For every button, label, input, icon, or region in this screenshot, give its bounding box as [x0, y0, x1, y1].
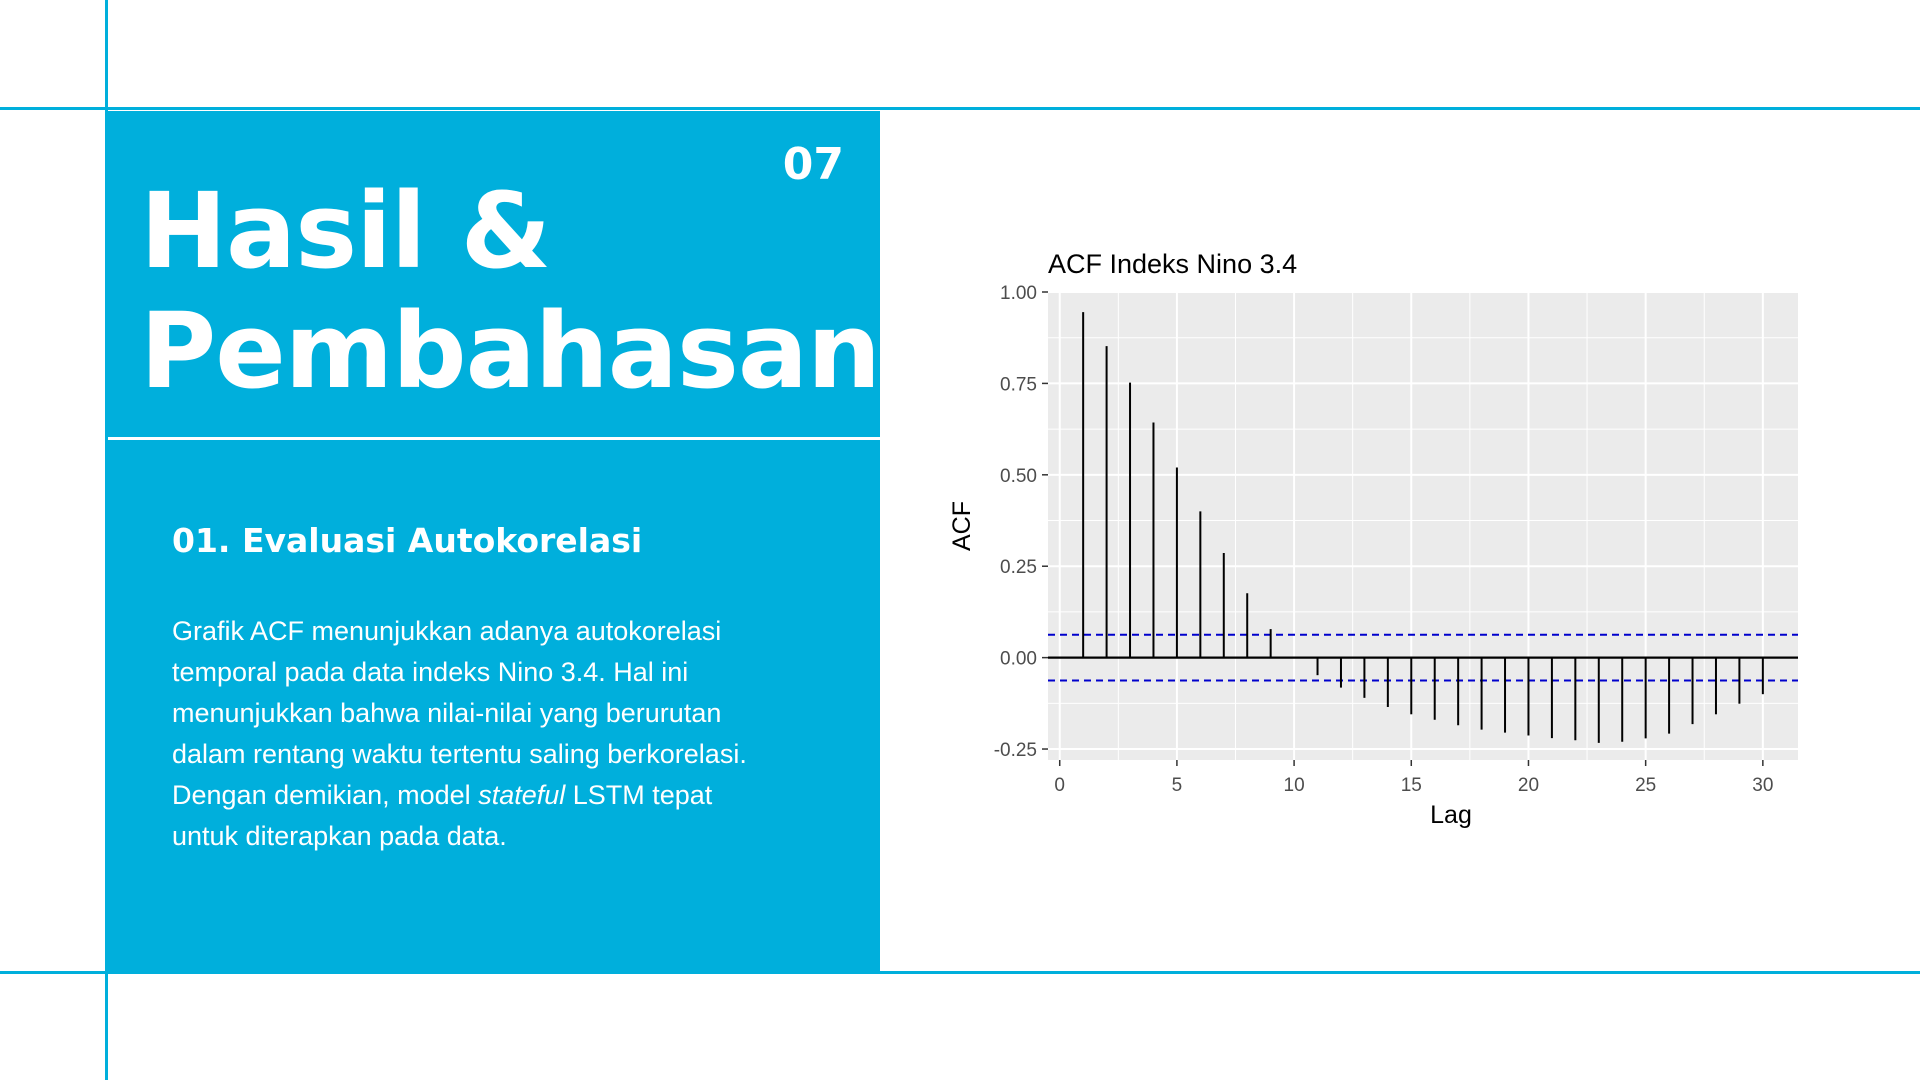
bottom-accent-line [0, 971, 1920, 974]
slide-title: Hasil & Pembahasan [140, 170, 881, 412]
x-tick-label: 0 [1054, 775, 1065, 796]
section-body: Grafik ACF menunjukkan adanya autokorela… [172, 611, 772, 857]
y-tick-label: -0.25 [994, 740, 1037, 761]
y-tick-label: 0.00 [1000, 649, 1037, 670]
x-tick-label: 15 [1401, 775, 1422, 796]
section-heading: 01. Evaluasi Autokorelasi [172, 521, 643, 560]
left-accent-line [105, 0, 108, 1080]
slide-title-line2: Pembahasan [140, 290, 881, 412]
section-body-part2: LSTM tepat untuk diterapkan pada data. [172, 780, 713, 851]
y-axis-label: ACF [948, 501, 976, 551]
chart-title: ACF Indeks Nino 3.4 [1048, 249, 1297, 279]
y-tick-label: 1.00 [1000, 283, 1037, 304]
top-accent-line [0, 107, 1920, 110]
x-tick-label: 20 [1518, 775, 1539, 796]
x-tick-label: 10 [1284, 775, 1305, 796]
x-tick-label: 25 [1635, 775, 1656, 796]
section-body-part1: Grafik ACF menunjukkan adanya autokorela… [172, 616, 747, 810]
y-tick-label: 0.25 [1000, 557, 1037, 578]
acf-chart: ACF Indeks Nino 3.4 0 5 10 15 20 25 30 1.00 0.75… [948, 249, 1798, 829]
slide-number: 07 [782, 139, 844, 190]
confidence-band [1048, 633, 1798, 682]
section-body-emphasis: stateful [478, 780, 566, 810]
y-tick-label: 0.75 [1000, 374, 1037, 395]
plot-background [1048, 292, 1798, 760]
acf-bars [1048, 312, 1798, 743]
axes: 0 5 10 15 20 25 30 1.00 0.75 0.50 0.25 0.00 -0.25 [994, 283, 1774, 796]
x-axis-label: Lag [1430, 801, 1472, 829]
x-tick-label: 5 [1172, 775, 1183, 796]
slide-title-line1: Hasil & [140, 170, 551, 292]
content-panel: 07 Hasil & Pembahasan 01. Evaluasi Autok… [108, 111, 881, 971]
panel-divider [108, 437, 880, 440]
x-tick-label: 30 [1752, 775, 1773, 796]
y-tick-label: 0.50 [1000, 466, 1037, 487]
